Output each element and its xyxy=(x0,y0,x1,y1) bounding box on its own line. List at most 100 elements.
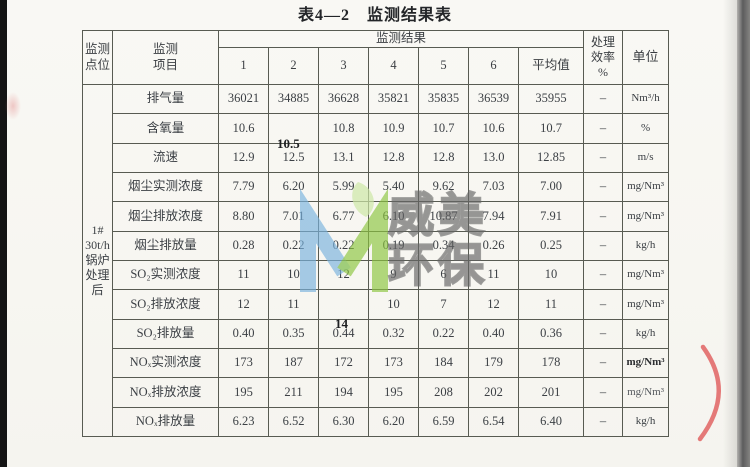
cell-average: 7.91 xyxy=(517,201,585,232)
row-label: NOₓ实测浓度 xyxy=(112,347,219,379)
cell-average: 35955 xyxy=(517,83,585,115)
cell-efficiency: – xyxy=(583,171,624,203)
row-label: SO₂排放量 xyxy=(112,318,219,349)
cell-value: 12.8 xyxy=(368,142,419,173)
cell-value: 12 xyxy=(468,289,519,320)
header-treatment-efficiency: 处理 效率 % xyxy=(583,30,624,85)
cell-value: 12.8 xyxy=(418,142,469,173)
header-monitoring-point: 监测 点位 xyxy=(82,30,113,85)
scan-edge-left xyxy=(0,0,7,467)
header-col-average: 平均值 xyxy=(517,47,585,85)
row-label: SO₂排放浓度 xyxy=(112,289,219,320)
cell-value: 36628 xyxy=(318,83,369,115)
cell-efficiency: – xyxy=(583,377,624,408)
cell-value: 195 xyxy=(218,377,269,408)
cell-unit: mg/Nm³ xyxy=(622,171,670,203)
cell-value: 0.19 xyxy=(368,230,419,261)
cell-value: 5.99 xyxy=(318,171,369,203)
header-eff-line2: 效率 xyxy=(591,50,616,64)
cell-value: 6.23 xyxy=(218,406,269,437)
cell-value: 172 xyxy=(318,347,369,379)
cell-average: 0.36 xyxy=(517,318,585,349)
header-col-4: 4 xyxy=(368,47,419,85)
row-label: 烟尘排放浓度 xyxy=(112,201,219,232)
cell-value: 195 xyxy=(368,377,419,408)
point-line: 处理 xyxy=(85,267,110,282)
table-row-nox-emission-conc: NOₓ排放浓度 195 211 194 195 208 202 201 – mg… xyxy=(83,377,670,408)
cell-value: 10 xyxy=(368,289,419,320)
cell-average: 7.00 xyxy=(517,171,585,203)
cell-value: 6.20 xyxy=(268,171,319,203)
cell-value: 11 xyxy=(218,259,269,291)
cell-value: 7.03 xyxy=(468,171,519,203)
cell-value: 11 xyxy=(468,259,519,291)
row-label: 流速 xyxy=(112,142,219,173)
table-title: 表4—2 监测结果表 xyxy=(297,7,452,24)
cell-value: 12 xyxy=(318,259,369,291)
cell-value: 10.87 xyxy=(418,201,469,232)
cell-unit: kg/h xyxy=(622,318,670,349)
table-row-dust-measured: 烟尘实测浓度 7.79 6.20 5.99 5.40 9.62 7.03 7.0… xyxy=(83,171,670,203)
row-label: NOₓ排放量 xyxy=(112,406,219,437)
row-label: SO₂实测浓度 xyxy=(112,259,219,291)
cell-value: 10.7 xyxy=(418,113,469,144)
cell-value xyxy=(318,289,369,320)
cell-value: 9.62 xyxy=(418,171,469,203)
header-monitoring-item: 监测 项目 xyxy=(112,30,219,85)
cell-value: 0.40 xyxy=(218,318,269,349)
cell-value: 7.94 xyxy=(468,201,519,232)
table-row-oxygen-content: 含氧量 10.6 10.8 10.9 10.7 10.6 10.7 – % xyxy=(83,113,670,144)
cell-efficiency: – xyxy=(583,230,624,261)
cell-value: 6.77 xyxy=(318,201,369,232)
cell-efficiency: – xyxy=(583,289,624,320)
header-item-line1: 监测 xyxy=(152,41,178,56)
handwritten-correction-so2: 14 xyxy=(335,316,348,331)
table-row-so2-emission-rate: SO₂排放量 0.40 0.35 0.44 0.32 0.22 0.40 0.3… xyxy=(83,318,670,349)
cell-value: 36539 xyxy=(468,83,519,115)
cell-efficiency: – xyxy=(583,406,624,437)
cell-value: 11 xyxy=(268,289,319,320)
cell-value: 10.6 xyxy=(468,113,519,144)
cell-average: 178 xyxy=(517,347,585,379)
header-point-line2: 点位 xyxy=(84,57,110,72)
header-col-5: 5 xyxy=(418,47,469,85)
cell-value: 202 xyxy=(468,377,519,408)
cell-efficiency: – xyxy=(583,113,624,144)
table-row-dust-emission-rate: 烟尘排放量 0.28 0.22 0.22 0.19 0.34 0.26 0.25… xyxy=(83,230,670,261)
header-col-2: 2 xyxy=(268,47,319,85)
point-line: 1# xyxy=(91,222,104,237)
header-col-6: 6 xyxy=(468,47,519,85)
table-row-nox-emission-rate: NOₓ排放量 6.23 6.52 6.30 6.20 6.59 6.54 6.4… xyxy=(83,406,670,437)
header-col-1: 1 xyxy=(218,47,269,85)
cell-value: 35821 xyxy=(368,83,419,115)
table-row-flow-rate: 流速 12.9 12.5 13.1 12.8 12.8 13.0 12.85 –… xyxy=(83,142,670,173)
point-line: 30t/h xyxy=(85,237,110,252)
ink-smudge xyxy=(5,92,21,120)
cell-value: 13.0 xyxy=(468,142,519,173)
scan-edge-right xyxy=(737,0,750,467)
cell-value: 10.9 xyxy=(368,113,419,144)
cell-value: 6.10 xyxy=(368,201,419,232)
cell-value: 6 xyxy=(418,259,469,291)
cell-unit: m/s xyxy=(622,142,670,173)
handwritten-correction-oxygen: 10.5 xyxy=(277,136,300,151)
header-eff-line1: 处理 xyxy=(591,35,616,49)
cell-value: 10 xyxy=(268,259,319,291)
cell-value: 0.22 xyxy=(268,230,319,261)
cell-average: 10.7 xyxy=(517,113,585,144)
cell-value: 7.79 xyxy=(218,171,269,203)
cell-value: 6.52 xyxy=(268,406,319,437)
monitoring-results-table: 监测 点位 监测 项目 监测结果 处理 效率 % 单位 1 2 3 4 5 6 … xyxy=(82,30,670,437)
cell-value: 0.26 xyxy=(468,230,519,261)
table-row-exhaust-volume: 1# 30t/h 锅炉 处理 后 排气量 36021 34885 36628 3… xyxy=(82,83,670,437)
cell-value: 36021 xyxy=(218,83,269,115)
cell-value: 13.1 xyxy=(318,142,369,173)
cell-average: 6.40 xyxy=(517,406,585,437)
cell-value: 8.80 xyxy=(218,201,269,232)
row-label: 含氧量 xyxy=(112,113,219,144)
cell-value: 0.40 xyxy=(468,318,519,349)
cell-value: 12.9 xyxy=(218,142,269,173)
cell-average: 201 xyxy=(517,377,585,408)
cell-value: 179 xyxy=(468,347,519,379)
row-label: NOₓ排放浓度 xyxy=(112,377,219,408)
